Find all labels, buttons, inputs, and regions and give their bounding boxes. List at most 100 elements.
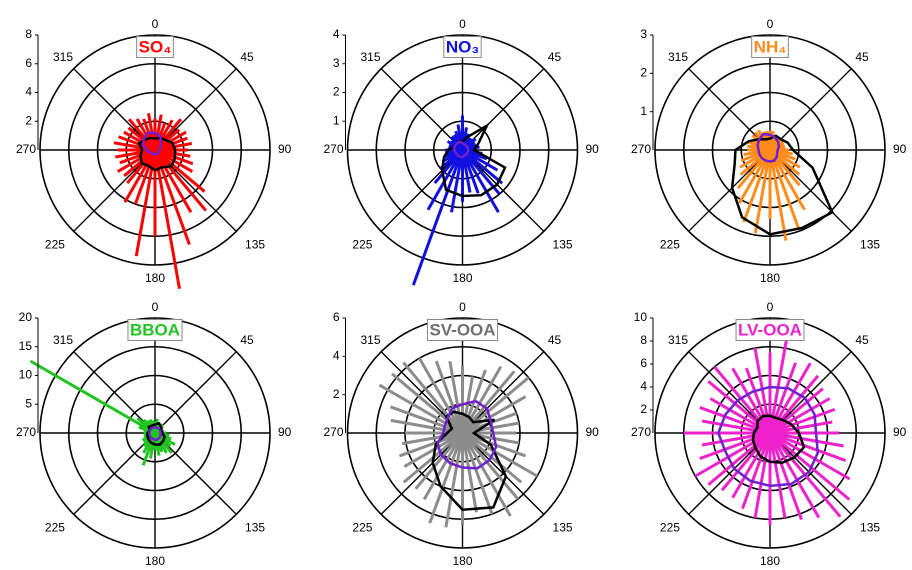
- spike: [391, 372, 464, 435]
- spike: [444, 432, 464, 528]
- radial-tick-label: 3: [333, 56, 340, 70]
- spike: [707, 431, 771, 486]
- angle-tick-label: 180: [452, 554, 472, 568]
- angle-tick-label: 90: [278, 142, 292, 156]
- title-box: [751, 35, 789, 58]
- angle-tick-label: 90: [893, 425, 907, 439]
- spoke: [380, 68, 463, 151]
- polar-line: [141, 131, 163, 156]
- spike: [461, 431, 527, 458]
- spoke: [73, 432, 156, 515]
- spike: [462, 431, 520, 445]
- spike: [461, 432, 494, 515]
- angle-tick-label: 135: [860, 521, 880, 535]
- spike: [720, 432, 772, 492]
- spoke: [769, 149, 852, 232]
- angle-tick-label: 90: [586, 425, 600, 439]
- spike: [411, 149, 464, 286]
- radial-tick-label: 10: [634, 310, 648, 324]
- spike: [153, 149, 207, 212]
- spike: [461, 395, 527, 435]
- spoke: [73, 68, 156, 151]
- spoke: [462, 432, 545, 515]
- spike: [753, 149, 772, 234]
- spike: [769, 420, 833, 435]
- spike: [461, 431, 538, 478]
- radial-tick-label: 2: [25, 113, 32, 127]
- angle-tick-label: 0: [459, 17, 466, 31]
- spoke: [154, 351, 237, 434]
- spike: [398, 431, 464, 458]
- angle-tick-label: 0: [767, 300, 774, 314]
- spoke: [462, 351, 545, 434]
- radial-tick-label: 2: [333, 387, 340, 401]
- angle-tick-label: 45: [855, 333, 869, 347]
- angle-tick-label: 90: [586, 142, 600, 156]
- spike: [414, 432, 464, 490]
- radial-tick-label: 8: [25, 27, 32, 41]
- spike: [768, 149, 801, 230]
- spike: [401, 431, 463, 446]
- angle-tick-label: 0: [767, 17, 774, 31]
- spike: [769, 387, 824, 435]
- angle-tick-label: 0: [152, 300, 159, 314]
- spike: [403, 431, 464, 468]
- title-box: [735, 318, 805, 341]
- polar-panel: 0 45 90 135 180 225 270 315 5 10 15 20 BBOA: [16, 300, 292, 568]
- polar-line: [436, 399, 498, 470]
- spike: [709, 397, 771, 435]
- spike: [461, 432, 512, 517]
- polar-line: [431, 410, 508, 511]
- spike: [153, 149, 191, 246]
- spike: [450, 149, 464, 213]
- angle-tick-label: 135: [553, 521, 573, 535]
- spike: [428, 432, 464, 524]
- radial-tick-label: 4: [333, 349, 340, 363]
- title-box: [426, 318, 499, 341]
- spike: [699, 431, 771, 460]
- polar-line: [756, 132, 781, 163]
- spike: [769, 431, 851, 501]
- spike: [418, 357, 464, 434]
- spike: [713, 365, 772, 434]
- spike: [701, 431, 771, 447]
- radial-tick-label: 2: [333, 85, 340, 99]
- panel-title: SV-OOA: [429, 320, 495, 339]
- angle-tick-label: 225: [45, 238, 65, 252]
- spoke: [688, 149, 771, 232]
- spike: [701, 419, 771, 435]
- spoke: [462, 149, 545, 232]
- angle-tick-label: 0: [152, 17, 159, 31]
- spike: [769, 431, 847, 462]
- spike: [153, 149, 181, 289]
- radial-tick-label: 4: [640, 379, 647, 393]
- radial-tick-label: 1: [640, 104, 647, 118]
- radial-tick-label: 1: [333, 113, 340, 127]
- spike: [744, 367, 772, 434]
- panel-title: BBOA: [130, 320, 180, 339]
- angle-tick-label: 180: [760, 554, 780, 568]
- spoke: [462, 68, 545, 151]
- spike: [768, 374, 820, 434]
- spike: [422, 432, 464, 501]
- radial-tick-label: 20: [19, 310, 33, 324]
- radial-tick-label: 4: [333, 27, 340, 41]
- angle-tick-label: 270: [323, 425, 343, 439]
- spike: [753, 432, 772, 519]
- radial-tick-label: 8: [640, 333, 647, 347]
- spoke: [688, 351, 771, 434]
- spike: [768, 432, 821, 519]
- angle-tick-label: 225: [45, 521, 65, 535]
- spoke: [688, 68, 771, 151]
- spike: [402, 361, 464, 434]
- spike: [769, 407, 836, 435]
- spike: [133, 149, 157, 205]
- angle-tick-label: 180: [145, 554, 165, 568]
- spoke: [380, 351, 463, 434]
- angle-tick-label: 90: [278, 425, 292, 439]
- radial-tick-label: 6: [640, 356, 647, 370]
- spike: [753, 347, 772, 434]
- spike: [768, 149, 788, 241]
- polar-line: [148, 426, 163, 442]
